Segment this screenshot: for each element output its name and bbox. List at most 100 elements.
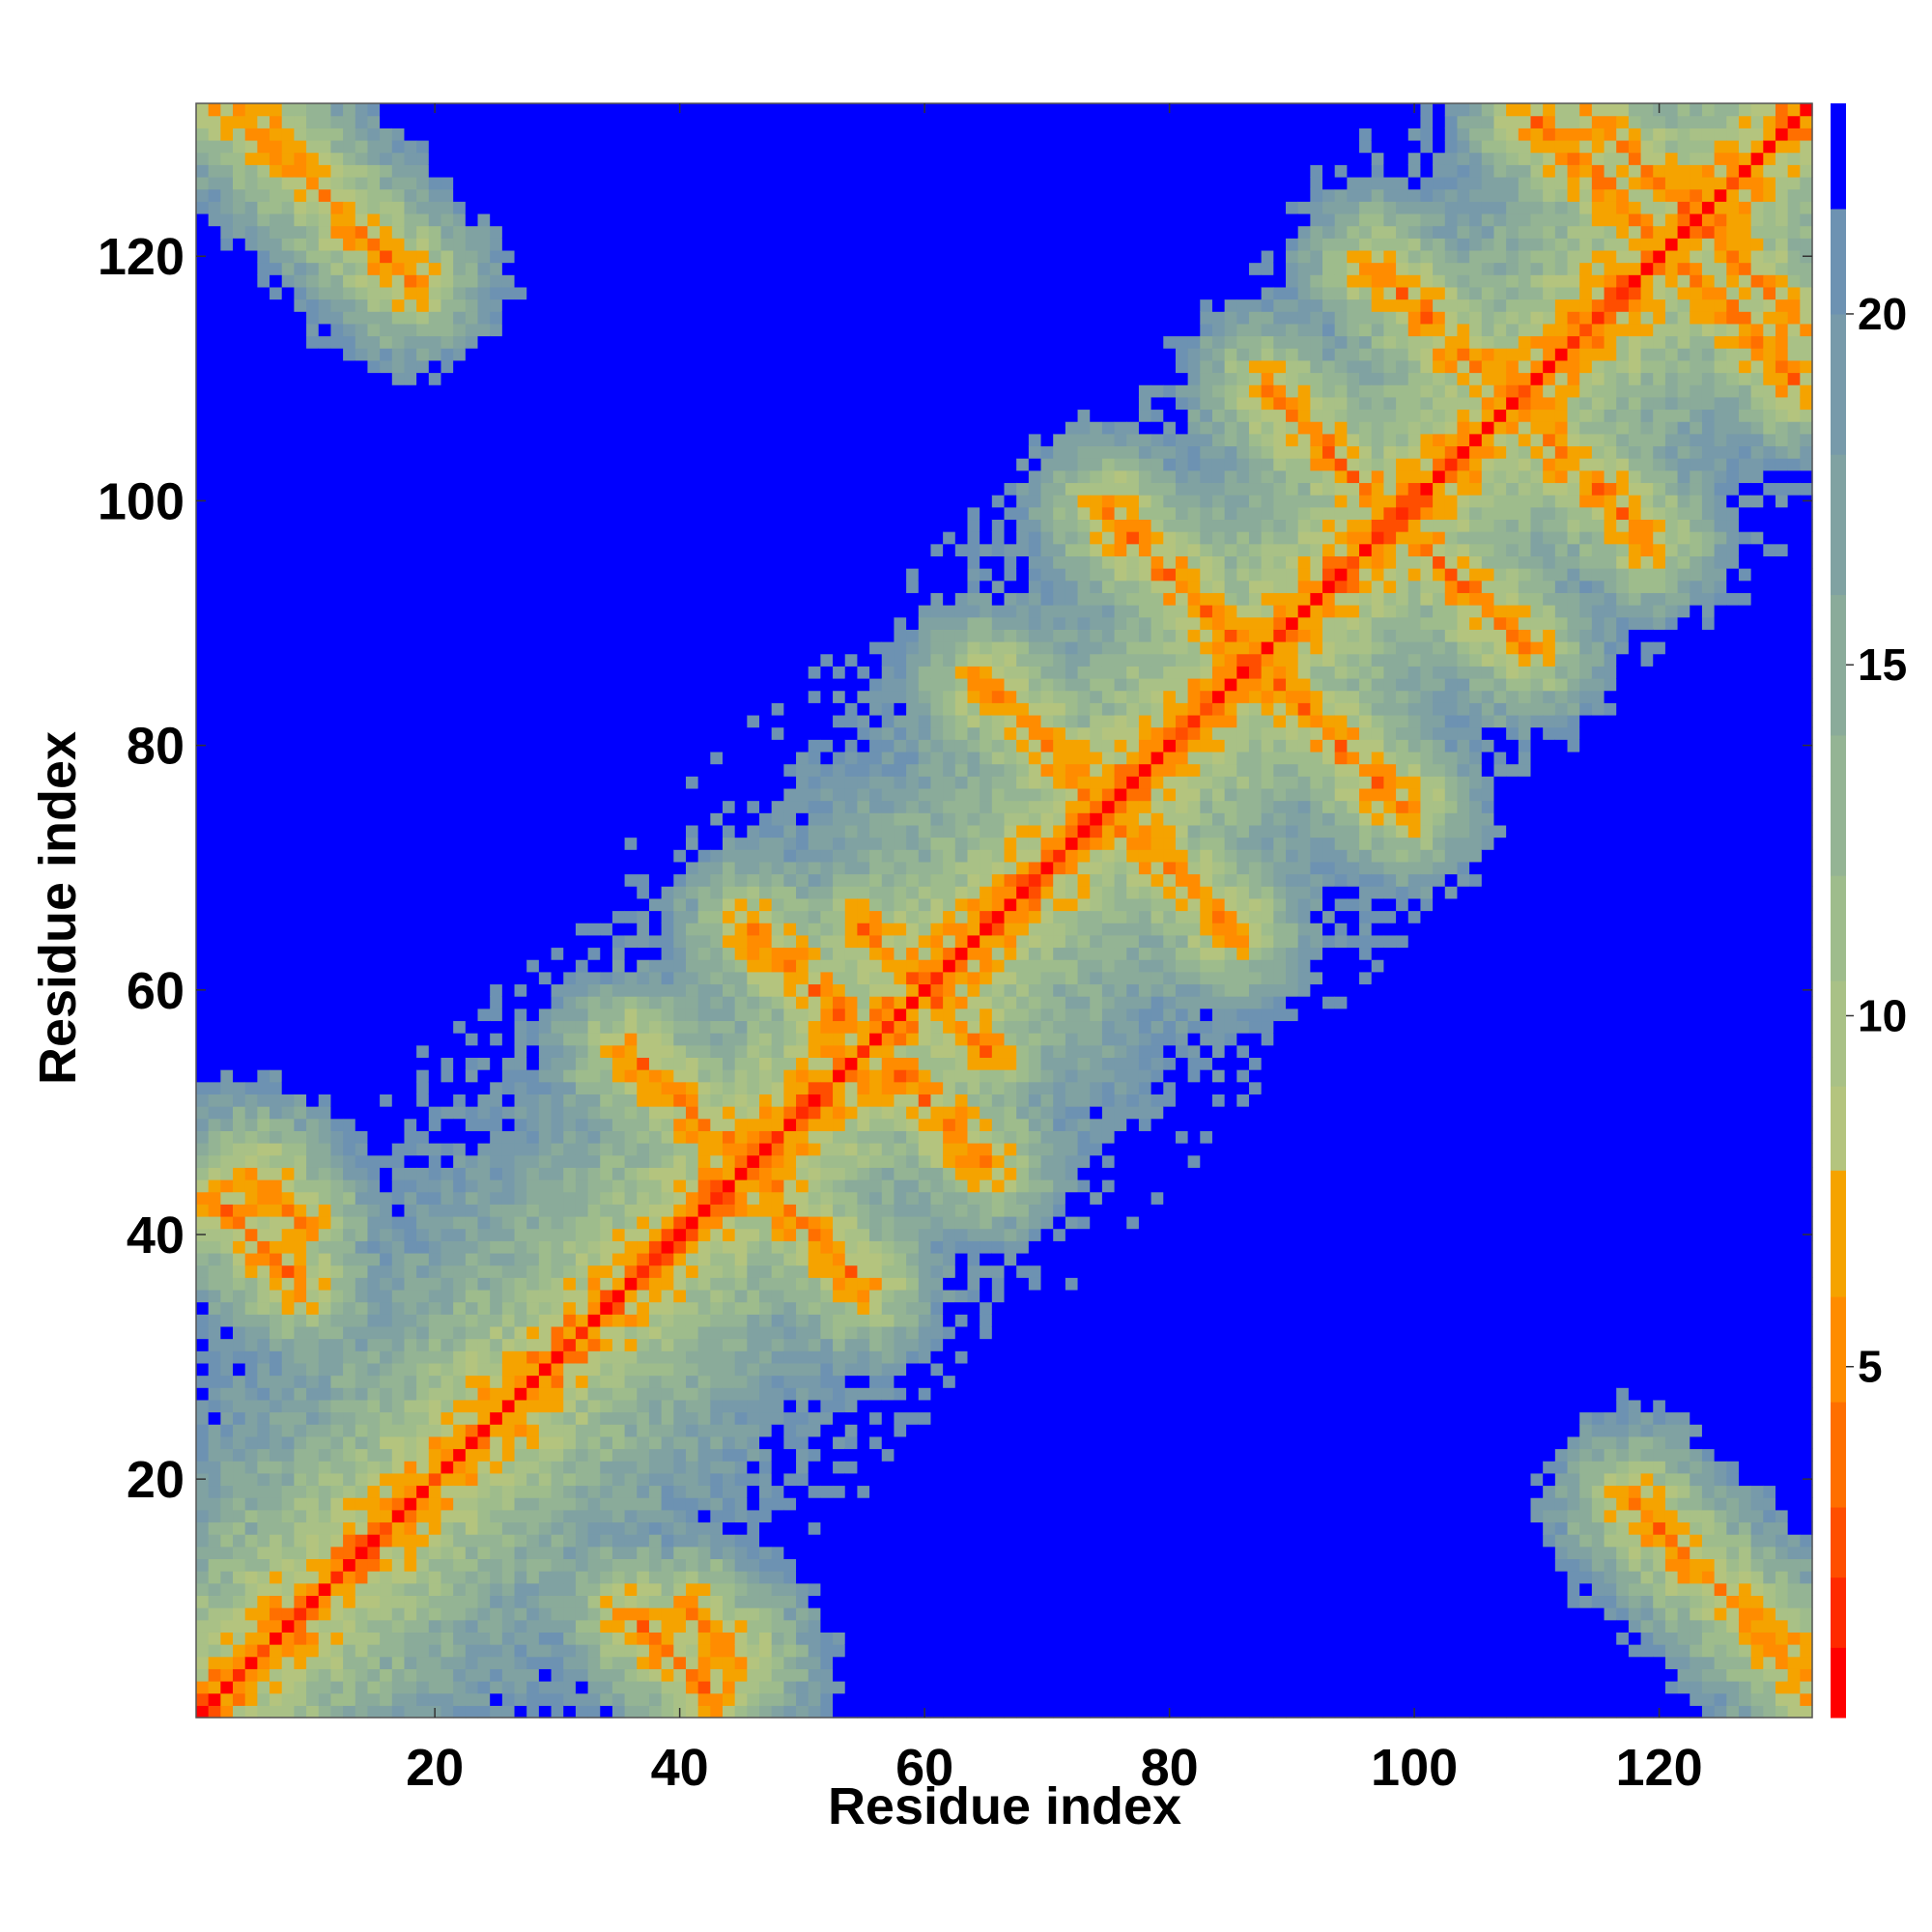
heatmap-cell [600, 152, 613, 165]
heatmap-cell [330, 188, 344, 202]
heatmap-cell [611, 1485, 626, 1498]
heatmap-cell [538, 641, 553, 655]
heatmap-cell [294, 1289, 307, 1303]
heatmap-cell [355, 1461, 369, 1474]
heatmap-cell [648, 1582, 663, 1597]
heatmap-cell [648, 837, 663, 850]
heatmap-cell [380, 1571, 393, 1584]
heatmap-cell [244, 983, 258, 997]
heatmap-cell [465, 1277, 479, 1291]
heatmap-cell [270, 1399, 283, 1413]
heatmap-cell [563, 1301, 577, 1315]
heatmap-cell [575, 274, 589, 288]
heatmap-cell [244, 1154, 258, 1168]
heatmap-cell [514, 433, 527, 447]
heatmap-cell [281, 286, 295, 300]
heatmap-cell [233, 592, 246, 606]
heatmap-cell [270, 311, 283, 325]
heatmap-cell [404, 1521, 417, 1535]
heatmap-cell [453, 139, 467, 154]
heatmap-cell [380, 1534, 393, 1548]
heatmap-cell [380, 947, 393, 960]
heatmap-cell [514, 1558, 527, 1572]
heatmap-cell [624, 959, 638, 973]
heatmap-cell [244, 409, 258, 422]
heatmap-cell [526, 262, 540, 275]
heatmap-cell [208, 384, 221, 398]
heatmap-cell [563, 776, 577, 789]
heatmap-cell [514, 1069, 527, 1083]
heatmap-cell [551, 469, 564, 484]
heatmap-cell [318, 1692, 332, 1706]
heatmap-cell [477, 677, 491, 692]
heatmap-cell [306, 1277, 320, 1291]
heatmap-cell [343, 714, 356, 728]
heatmap-cell [587, 886, 601, 899]
heatmap-cell [600, 739, 613, 753]
heatmap-cell [330, 103, 344, 117]
heatmap-cell [294, 495, 307, 508]
heatmap-cell [306, 311, 320, 325]
heatmap-cell [416, 776, 430, 789]
heatmap-cell [440, 776, 454, 789]
heatmap-cell [611, 1277, 626, 1291]
heatmap-cell [343, 1485, 356, 1498]
heatmap-cell [490, 873, 503, 887]
heatmap-cell [465, 531, 479, 545]
heatmap-cell [501, 1264, 516, 1278]
heatmap-cell [501, 213, 516, 227]
heatmap-cell [501, 323, 516, 337]
heatmap-cell [538, 897, 553, 912]
heatmap-cell [380, 592, 393, 606]
heatmap-cell [563, 837, 577, 850]
heatmap-cell [551, 396, 564, 411]
heatmap-cell [270, 225, 283, 239]
heatmap-cell [367, 923, 381, 936]
heatmap-cell [404, 776, 417, 789]
heatmap-cell [453, 201, 467, 214]
heatmap-cell [294, 409, 307, 422]
heatmap-cell [270, 1644, 283, 1658]
heatmap-cell [380, 1595, 393, 1608]
heatmap-cell [257, 1106, 270, 1120]
heatmap-cell [514, 751, 527, 765]
heatmap-cell [233, 616, 246, 630]
heatmap-cell [318, 605, 332, 618]
heatmap-cell [453, 1264, 467, 1278]
heatmap-cell [270, 469, 283, 484]
heatmap-cell [428, 837, 442, 850]
heatmap-cell [587, 1656, 601, 1669]
heatmap-cell [514, 1375, 527, 1388]
heatmap-cell [428, 286, 442, 300]
heatmap-cell [391, 1143, 406, 1156]
heatmap-cell [220, 1399, 234, 1413]
heatmap-cell [281, 1497, 295, 1511]
heatmap-cell [233, 1399, 246, 1413]
heatmap-cell [380, 1656, 393, 1669]
heatmap-cell [343, 1143, 356, 1156]
heatmap-cell [648, 824, 663, 838]
heatmap-cell [380, 1681, 393, 1694]
heatmap-cell [611, 726, 626, 740]
heatmap-cell [477, 1558, 491, 1572]
heatmap-cell [306, 115, 320, 128]
heatmap-cell [587, 348, 601, 361]
heatmap-cell [380, 690, 393, 703]
heatmap-cell [318, 1558, 332, 1572]
heatmap-cell [465, 837, 479, 850]
heatmap-cell [330, 1020, 344, 1034]
heatmap-cell [270, 1681, 283, 1694]
heatmap-cell [244, 947, 258, 960]
heatmap-cell [355, 115, 369, 128]
heatmap-cell [501, 690, 516, 703]
heatmap-cell [416, 1485, 430, 1498]
heatmap-cell [637, 910, 650, 923]
heatmap-cell [611, 225, 626, 239]
heatmap-cell [563, 1435, 577, 1450]
heatmap-cell [575, 531, 589, 545]
heatmap-cell [453, 568, 467, 582]
heatmap-cell [416, 1191, 430, 1205]
heatmap-cell [281, 605, 295, 618]
heatmap-cell [477, 971, 491, 985]
heatmap-cell [514, 959, 527, 973]
